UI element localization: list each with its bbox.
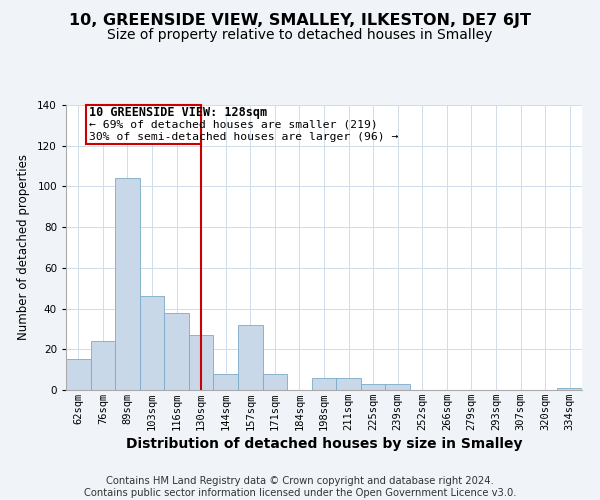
Bar: [91, 341, 115, 390]
Bar: [66, 360, 91, 390]
Text: Contains HM Land Registry data © Crown copyright and database right 2024.
Contai: Contains HM Land Registry data © Crown c…: [84, 476, 516, 498]
Bar: [336, 378, 361, 390]
Text: Size of property relative to detached houses in Smalley: Size of property relative to detached ho…: [107, 28, 493, 42]
Bar: [361, 384, 385, 390]
Bar: [263, 374, 287, 390]
Y-axis label: Number of detached properties: Number of detached properties: [17, 154, 30, 340]
Bar: [385, 384, 410, 390]
Bar: [164, 312, 189, 390]
FancyBboxPatch shape: [86, 105, 201, 144]
Bar: [189, 335, 214, 390]
Text: 10, GREENSIDE VIEW, SMALLEY, ILKESTON, DE7 6JT: 10, GREENSIDE VIEW, SMALLEY, ILKESTON, D…: [69, 12, 531, 28]
Bar: [115, 178, 140, 390]
Bar: [557, 388, 582, 390]
X-axis label: Distribution of detached houses by size in Smalley: Distribution of detached houses by size …: [126, 437, 522, 451]
Text: 10 GREENSIDE VIEW: 128sqm: 10 GREENSIDE VIEW: 128sqm: [89, 106, 268, 119]
Text: 30% of semi-detached houses are larger (96) →: 30% of semi-detached houses are larger (…: [89, 132, 399, 142]
Bar: [238, 325, 263, 390]
Bar: [140, 296, 164, 390]
Bar: [312, 378, 336, 390]
Text: ← 69% of detached houses are smaller (219): ← 69% of detached houses are smaller (21…: [89, 120, 378, 130]
Bar: [214, 374, 238, 390]
